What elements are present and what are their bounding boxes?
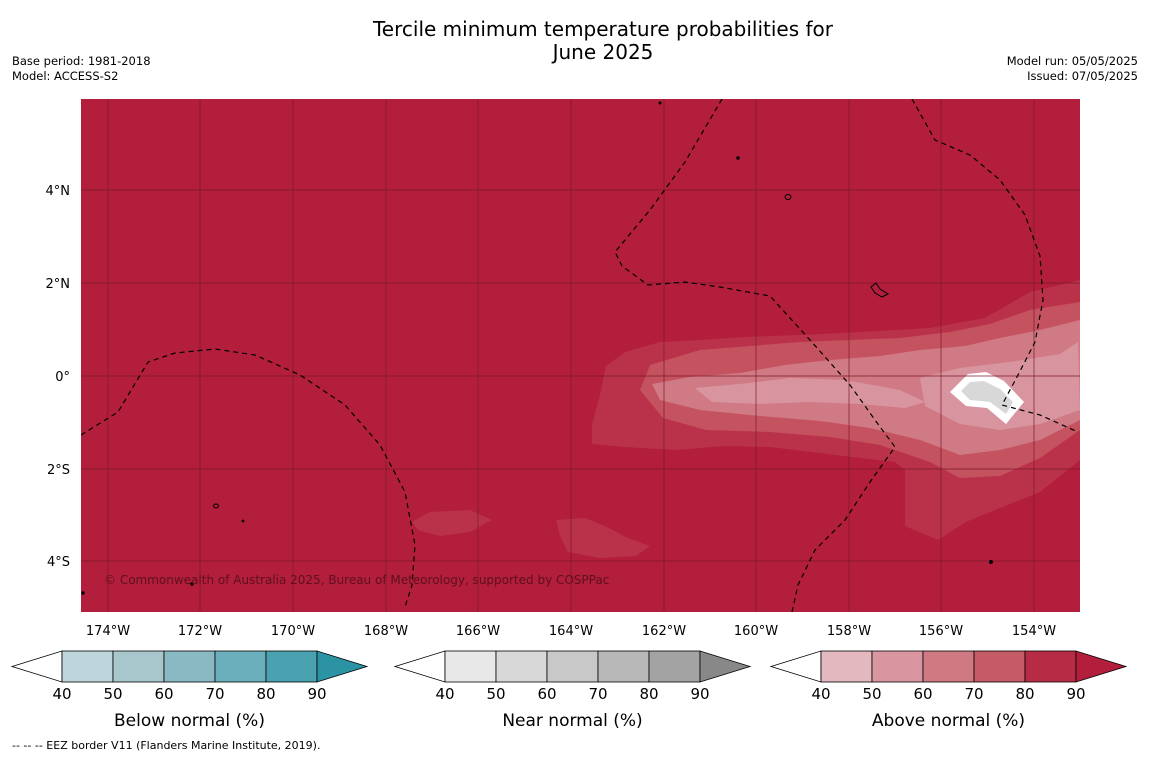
longitude-label: 170°W bbox=[271, 624, 315, 639]
legend-tick-label: 70 bbox=[205, 685, 224, 703]
legend-tick-label: 40 bbox=[811, 685, 830, 703]
eez-borders bbox=[81, 99, 1079, 612]
legends: 40 50 60 70 80 90 Below normal (%) 40 50 60 70 80 90… bbox=[10, 650, 1128, 731]
legend-arrow-high bbox=[316, 650, 369, 683]
legend-tick-label: 70 bbox=[588, 685, 607, 703]
legend-swatch bbox=[61, 650, 114, 683]
legend-swatch bbox=[546, 650, 599, 683]
model-name: Model: ACCESS-S2 bbox=[12, 69, 119, 83]
legend-title: Below normal (%) bbox=[114, 711, 265, 731]
latitude-label: 4°S bbox=[47, 555, 70, 570]
legend-tick-label: 80 bbox=[256, 685, 275, 703]
legend-swatch bbox=[112, 650, 165, 683]
meta-left: Base period: 1981-2018 Model: ACCESS-S2 bbox=[12, 54, 151, 84]
legend-title: Near normal (%) bbox=[502, 711, 642, 731]
longitude-label: 166°W bbox=[456, 624, 500, 639]
latitude-label: 4°N bbox=[46, 184, 71, 199]
legend-tick-label: 90 bbox=[690, 685, 709, 703]
above-normal-50-shading bbox=[695, 342, 1080, 430]
eez-footnote: -- -- -- EEZ border V11 (Flanders Marine… bbox=[12, 739, 321, 752]
eez-border-central bbox=[614, 99, 896, 612]
island bbox=[736, 156, 740, 160]
island bbox=[989, 560, 993, 564]
issued-date: Issued: 07/05/2025 bbox=[1027, 69, 1138, 83]
above-normal-80-patch-b bbox=[556, 518, 650, 558]
legend-swatch bbox=[214, 650, 267, 683]
near-normal-legend: 40 50 60 70 80 90 Near normal (%) bbox=[393, 650, 752, 731]
legend-tick-label: 40 bbox=[52, 685, 71, 703]
legend-swatch bbox=[163, 650, 216, 683]
longitude-label: 154°W bbox=[1012, 624, 1056, 639]
legend-tick-label: 80 bbox=[1015, 685, 1034, 703]
latitude-label: 2°N bbox=[46, 277, 71, 292]
meta-right: Model run: 05/05/2025 Issued: 07/05/2025 bbox=[1007, 54, 1138, 84]
longitude-labels: 174°W 172°W 170°W 168°W 166°W 164°W 162°W 160°W… bbox=[86, 624, 1056, 639]
legend-arrow-high bbox=[1075, 650, 1128, 683]
legend-swatch bbox=[922, 650, 975, 683]
island bbox=[658, 101, 662, 105]
island bbox=[241, 519, 245, 523]
island bbox=[190, 582, 194, 586]
map-figure: © Commonwealth of Australia 2025, Bureau… bbox=[10, 99, 1128, 731]
model-run: Model run: 05/05/2025 bbox=[1006, 54, 1138, 68]
legend-tick-label: 80 bbox=[639, 685, 658, 703]
legend-tick-label: 50 bbox=[486, 685, 505, 703]
legend-arrow-low bbox=[393, 650, 446, 683]
longitude-label: 168°W bbox=[364, 624, 408, 639]
legend-swatch bbox=[973, 650, 1026, 683]
longitude-label: 156°W bbox=[919, 624, 963, 639]
base-period: Base period: 1981-2018 bbox=[12, 54, 151, 68]
near-normal-shading bbox=[961, 381, 1013, 414]
longitude-label: 160°W bbox=[734, 624, 778, 639]
latitude-label: 2°S bbox=[47, 463, 70, 478]
above-normal-80-patch-a bbox=[412, 510, 492, 536]
legend-tick-label: 60 bbox=[537, 685, 556, 703]
legend-swatch bbox=[444, 650, 497, 683]
legend-tick-label: 60 bbox=[913, 685, 932, 703]
island bbox=[784, 194, 792, 200]
below-normal-legend: 40 50 60 70 80 90 Below normal (%) bbox=[10, 650, 369, 731]
page-title: Tercile minimum temperature probabilitie… bbox=[372, 17, 834, 64]
longitude-label: 158°W bbox=[827, 624, 871, 639]
legend-tick-label: 90 bbox=[1066, 685, 1085, 703]
longitude-label: 174°W bbox=[86, 624, 130, 639]
legend-tick-label: 70 bbox=[964, 685, 983, 703]
legend-swatch bbox=[597, 650, 650, 683]
legend-swatch bbox=[820, 650, 873, 683]
legend-swatch bbox=[495, 650, 548, 683]
legend-swatch bbox=[265, 650, 318, 683]
legend-tick-label: 50 bbox=[862, 685, 881, 703]
latitude-labels: 4°N 2°N 0° 2°S 4°S bbox=[46, 184, 71, 570]
islands bbox=[81, 101, 993, 595]
copyright-text: © Commonwealth of Australia 2025, Bureau… bbox=[104, 573, 609, 587]
legend-tick-label: 40 bbox=[435, 685, 454, 703]
legend-tick-label: 60 bbox=[154, 685, 173, 703]
longitude-label: 172°W bbox=[178, 624, 222, 639]
island bbox=[870, 282, 890, 298]
above-normal-legend: 40 50 60 70 80 90 Above normal (%) bbox=[769, 650, 1128, 731]
legend-arrow-low bbox=[769, 650, 822, 683]
latitude-label: 0° bbox=[55, 370, 70, 385]
island bbox=[213, 503, 219, 509]
map-area: © Commonwealth of Australia 2025, Bureau… bbox=[81, 99, 1080, 612]
longitude-label: 164°W bbox=[549, 624, 593, 639]
longitude-label: 162°W bbox=[642, 624, 686, 639]
legend-title: Above normal (%) bbox=[872, 711, 1025, 731]
legend-arrow-high bbox=[699, 650, 752, 683]
map-gridlines bbox=[81, 99, 1080, 612]
legend-tick-label: 50 bbox=[103, 685, 122, 703]
island bbox=[81, 591, 85, 595]
legend-tick-label: 90 bbox=[307, 685, 326, 703]
legend-arrow-low bbox=[10, 650, 63, 683]
legend-swatch bbox=[871, 650, 924, 683]
eez-border-west bbox=[81, 348, 416, 608]
legend-swatch bbox=[648, 650, 701, 683]
legend-swatch bbox=[1024, 650, 1077, 683]
